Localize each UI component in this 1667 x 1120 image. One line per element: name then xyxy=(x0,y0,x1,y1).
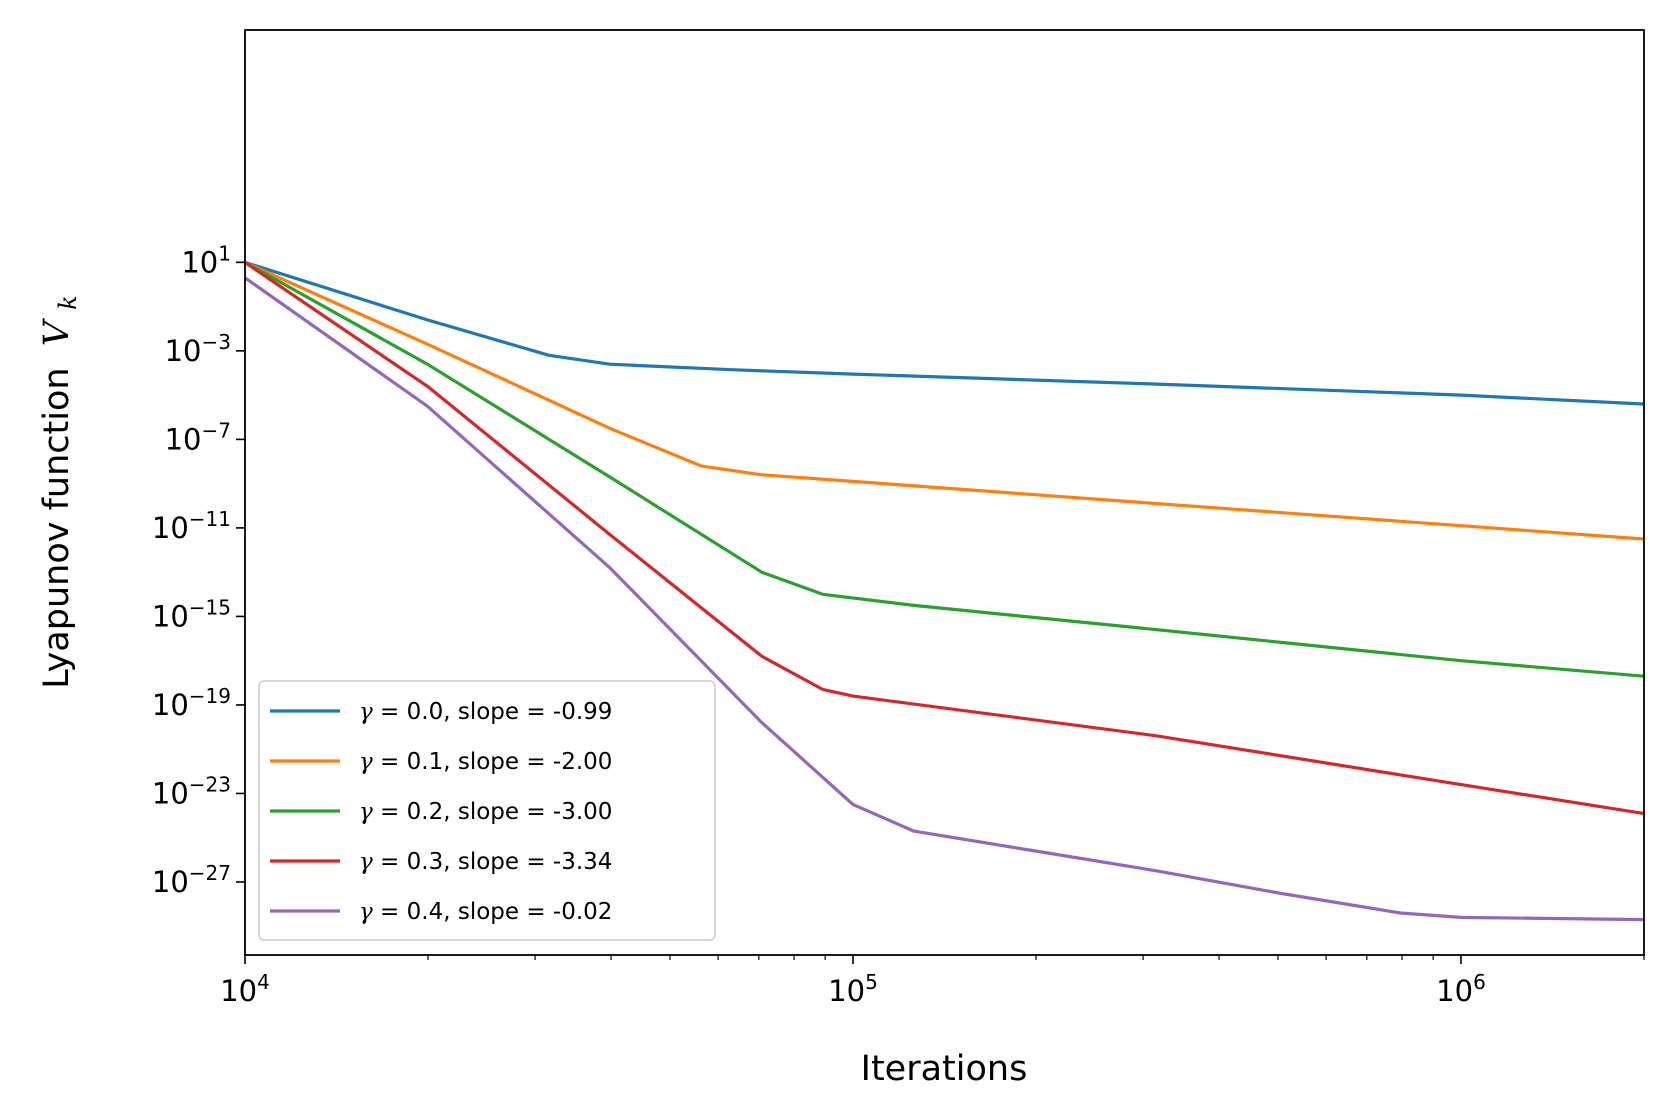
y-tick-label-5: 10−19 xyxy=(152,684,231,722)
legend-box xyxy=(258,680,716,941)
y-tick-label-1: 10−3 xyxy=(165,330,231,368)
y-tick-label-6: 10−23 xyxy=(152,772,231,810)
y-tick-label-3: 10−11 xyxy=(152,507,231,545)
y-tick-label-0: 101 xyxy=(181,241,231,279)
x-axis-label: Iterations xyxy=(861,1049,1028,1089)
series-line-3 xyxy=(244,261,1644,815)
y-axis-label: Lyapunov function V k xyxy=(37,295,82,688)
series-line-0 xyxy=(244,260,1644,406)
legend-label-4: γ = 0.4, slope = -0.02 xyxy=(359,899,612,925)
x-tick-label-0: 104 xyxy=(220,970,270,1008)
y-tick-label-7: 10−27 xyxy=(152,861,231,899)
axis-ticks: 104 105 106 101 10−3 10−7 10−11 10−15 10−19 10−23… xyxy=(152,241,1645,1008)
legend-label-1: γ = 0.1, slope = -2.00 xyxy=(359,749,612,775)
legend-label-3: γ = 0.3, slope = -3.34 xyxy=(359,849,612,875)
x-tick-label-1: 105 xyxy=(828,970,878,1008)
x-tick-label-2: 106 xyxy=(1436,970,1486,1008)
legend: γ = 0.0, slope = -0.99 γ = 0.1, slope = -… xyxy=(258,680,716,941)
plot-frame xyxy=(244,29,1645,956)
series-lines xyxy=(244,260,1644,922)
series-line-4 xyxy=(244,276,1644,922)
y-tick-label-4: 10−15 xyxy=(152,595,231,633)
y-tick-label-2: 10−7 xyxy=(165,418,231,456)
legend-label-0: γ = 0.0, slope = -0.99 xyxy=(359,699,612,725)
series-line-2 xyxy=(244,261,1644,678)
series-line-1 xyxy=(244,260,1644,541)
legend-label-2: γ = 0.2, slope = -3.00 xyxy=(359,799,612,825)
